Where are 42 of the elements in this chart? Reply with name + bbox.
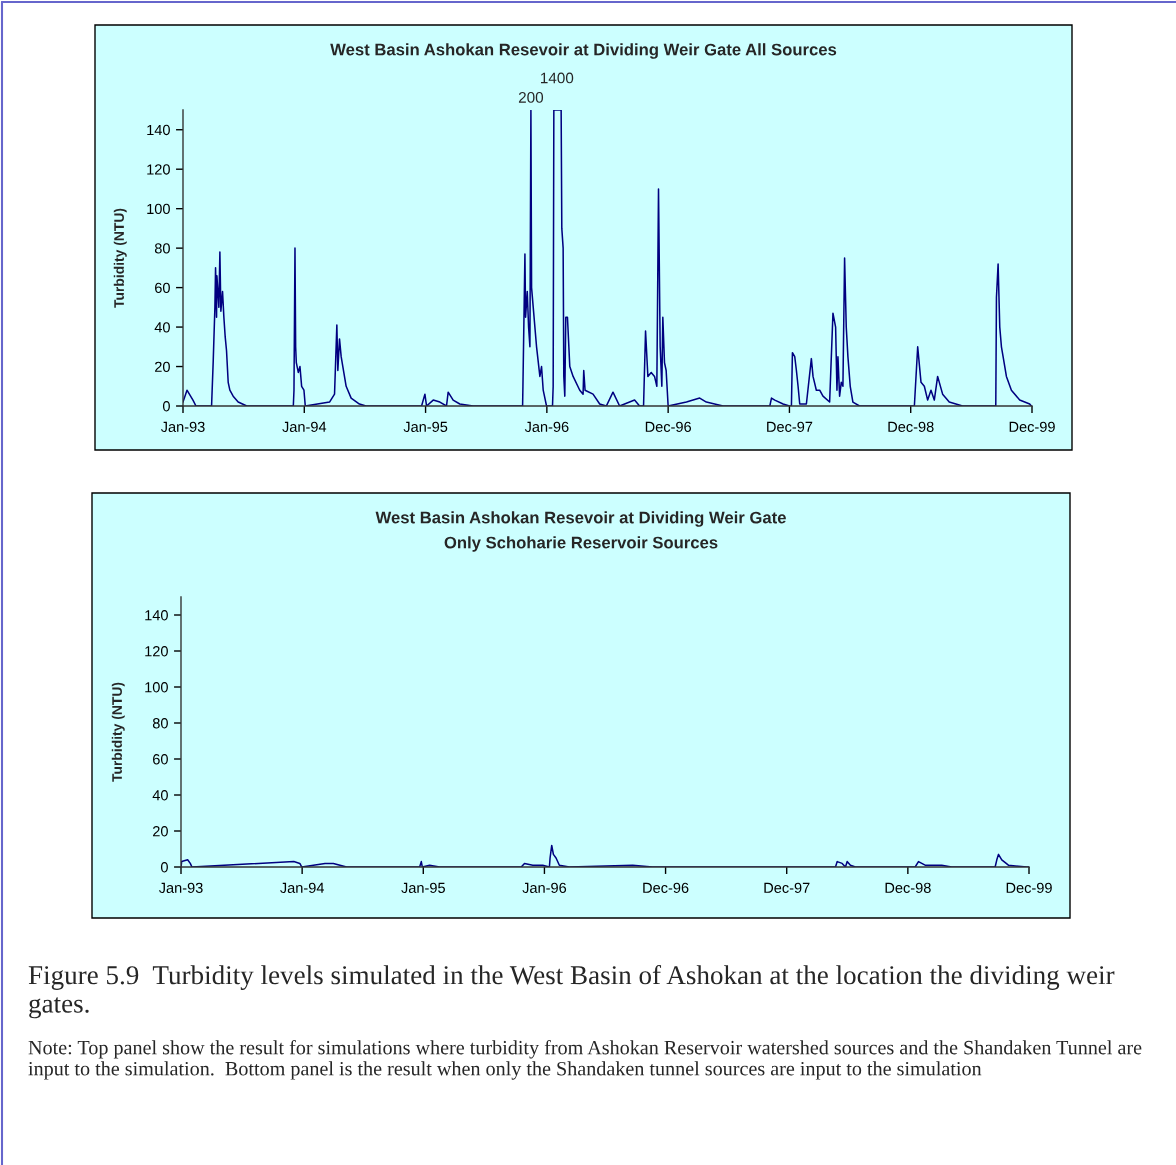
y-tick-label: 100 — [145, 682, 168, 693]
line-series — [183, 110, 1032, 406]
text: Note: Top panel show the result for simulations where turbidity from Ashokan Reservoir watershed sources and the Shandaken Tunnel are input to the simulation. Bottom panel is the result when only the Shandaken tunnel sources are input to the simulation — [28, 1040, 1142, 1080]
y-axis-title: Turbidity (NTU) — [113, 208, 127, 308]
x-tick-label: Jan-95 — [403, 421, 448, 432]
x-tick-label: Dec-99 — [1009, 421, 1055, 432]
annotation: 200 — [518, 92, 544, 103]
x-tick-label: Jan-96 — [522, 882, 567, 893]
y-tick-label: 140 — [147, 124, 170, 136]
x-tick-label: Jan-94 — [282, 421, 327, 432]
y-tick-label: 20 — [155, 361, 170, 372]
x-tick-label: Jan-94 — [280, 882, 325, 893]
x-tick-label: Dec-97 — [764, 882, 810, 893]
y-tick-label: 0 — [160, 862, 168, 873]
y-tick-label: 140 — [145, 610, 168, 621]
caption: Figure 5.9 Turbidity levels simulated in the West Basin of Ashokan at the location the dividing weir gates. — [28, 965, 1115, 1019]
y-tick-label: 80 — [154, 243, 170, 254]
y-tick-label: 60 — [155, 282, 170, 294]
x-tick-label: Dec-98 — [888, 421, 934, 432]
x-tick-label: Jan-96 — [524, 421, 569, 432]
y-tick-label: 100 — [147, 203, 170, 215]
y-tick-label: 20 — [153, 826, 168, 837]
x-tick-label: Jan-93 — [160, 421, 205, 432]
x-tick-label: Dec-97 — [767, 421, 813, 432]
y-tick-label: 120 — [145, 646, 168, 657]
y-tick-label: 120 — [147, 164, 170, 175]
x-tick-label: Jan-93 — [158, 882, 203, 893]
chart-title: West Basin Ashokan Resevoir at Dividing Weir Gate All Sources — [330, 43, 837, 59]
chart-title: West Basin Ashokan Resevoir at Dividing Weir Gate — [375, 511, 786, 527]
y-tick-label: 40 — [152, 790, 168, 801]
y-tick-label: 80 — [152, 718, 168, 729]
x-tick-label: Dec-98 — [885, 882, 931, 893]
y-axis-title: Turbidity (NTU) — [111, 682, 125, 782]
y-tick-label: 60 — [153, 754, 168, 765]
x-tick-label: Dec-99 — [1006, 882, 1052, 893]
x-tick-label: Dec-96 — [643, 882, 689, 893]
y-tick-label: 0 — [162, 401, 170, 412]
annotation: 1400 — [541, 72, 574, 84]
x-tick-label: Jan-95 — [401, 882, 445, 893]
x-tick-label: Dec-96 — [645, 421, 692, 432]
chart-subtitle: Only Schoharie Reservoir Sources — [444, 536, 718, 552]
y-tick-label: 40 — [154, 322, 170, 333]
